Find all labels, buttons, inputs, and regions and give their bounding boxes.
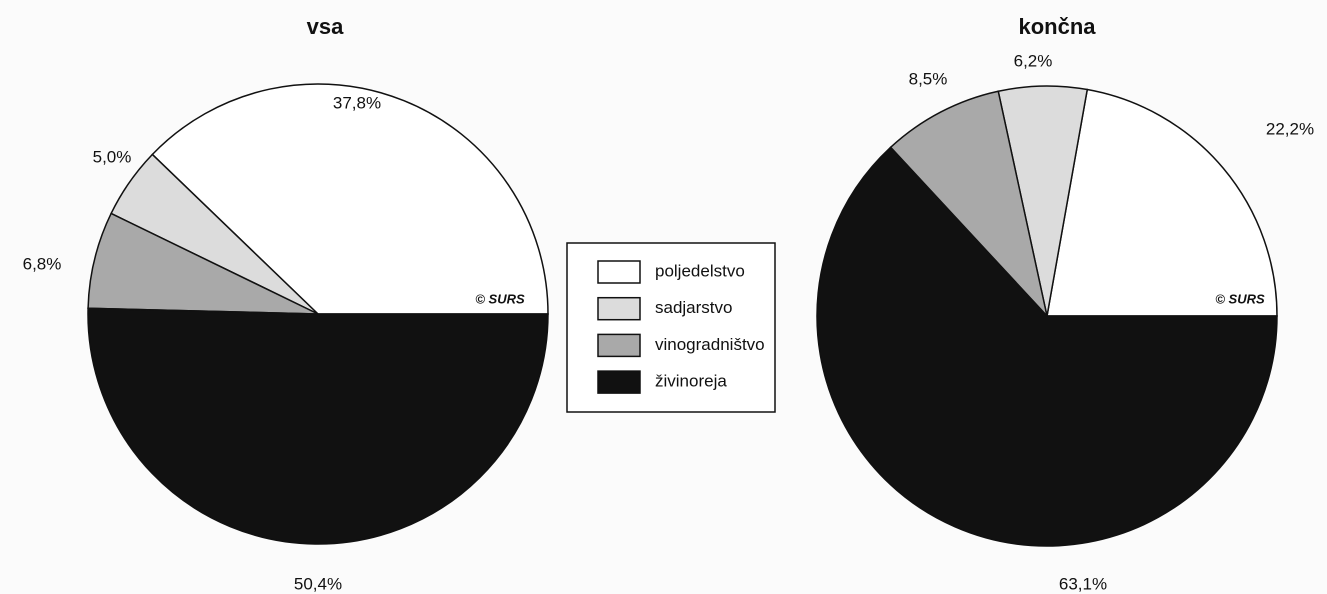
pie-slice	[87, 307, 549, 545]
value-label: 22,2%	[1266, 119, 1314, 138]
pie-slice	[151, 83, 549, 315]
value-label: 8,5%	[909, 69, 948, 88]
pie-slice	[889, 90, 1049, 319]
legend-swatch	[597, 296, 641, 321]
value-label: 50,4%	[294, 574, 342, 593]
pie-title: vsa	[307, 14, 344, 39]
value-label: 6,2%	[1014, 51, 1053, 70]
legend-swatch	[597, 260, 641, 284]
legend-label: vinogradništvo	[655, 335, 765, 354]
source-note: © SURS	[1215, 291, 1265, 306]
pie-title: končna	[1018, 14, 1096, 39]
pie-slice	[1046, 88, 1278, 317]
pie-slice	[816, 146, 1278, 547]
value-label: 6,8%	[23, 254, 62, 273]
legend-swatch	[597, 370, 641, 394]
legend-label: sadjarstvo	[655, 298, 732, 317]
value-label: 37,8%	[333, 93, 381, 112]
source-note: © SURS	[475, 291, 525, 306]
value-label: 63,1%	[1059, 574, 1107, 593]
legend-label: živinoreja	[655, 372, 727, 391]
legend-label: poljedelstvo	[655, 261, 745, 280]
legend-swatch	[597, 333, 641, 358]
value-label: 5,0%	[93, 147, 132, 166]
